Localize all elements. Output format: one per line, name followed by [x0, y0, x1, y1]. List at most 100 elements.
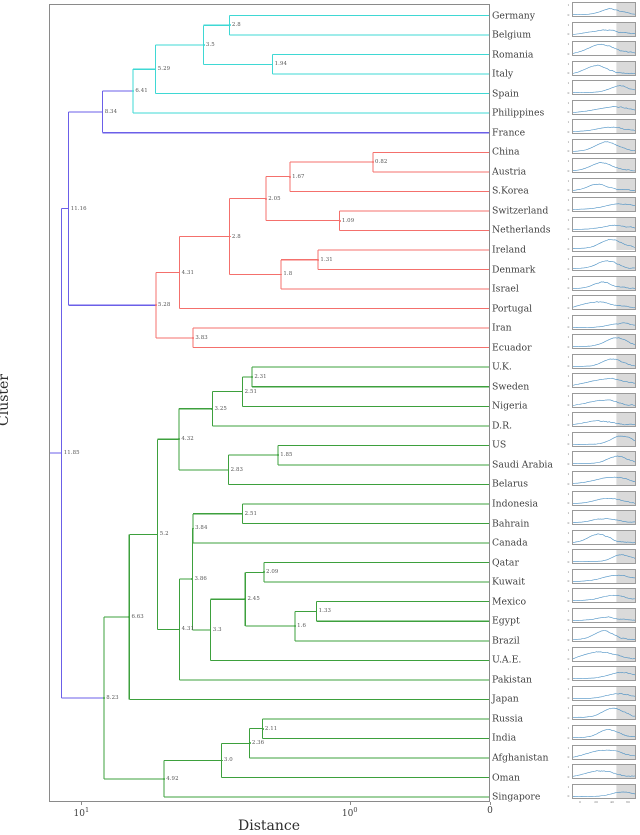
merge-node-marker: [241, 512, 244, 515]
sparkline-plot: [572, 744, 636, 760]
leaf-label: Oman: [492, 772, 520, 784]
sparkline-plot: [572, 2, 636, 18]
sparkline-y-tick: 0: [567, 247, 570, 252]
axis-left-spine: [49, 4, 50, 801]
merge-node-marker: [248, 742, 251, 745]
sparkline-y-tick: 0: [567, 305, 570, 310]
sparkline-plot: [572, 334, 636, 350]
sparkline-y-tick: 1: [567, 159, 570, 164]
merge-height-label: 1.09: [341, 217, 355, 224]
leaf-label: Ecuador: [492, 342, 532, 354]
leaf-label: Denmark: [492, 264, 536, 276]
sparkline-y-tick: 0: [567, 676, 570, 681]
sparkline-y-tick: 0: [567, 755, 570, 760]
leaf-label: Romania: [492, 49, 534, 61]
sparkline-y-tick: 1: [567, 315, 570, 320]
merge-node-marker: [67, 207, 70, 210]
sparkline-plot: [572, 216, 636, 232]
merge-height-label: 1.33: [318, 608, 332, 615]
sparkline-y-tick: 1: [567, 784, 570, 789]
sparkline-y-tick: 1: [567, 393, 570, 398]
leaf-label: Portugal: [492, 303, 533, 315]
leaf-label: Afghanistan: [492, 752, 549, 764]
merge-height-label: 4.92: [166, 775, 179, 782]
merge-node-marker: [261, 727, 264, 730]
merge-height-label: 2.8: [231, 233, 241, 240]
sparkline-column: 1 0 1 0 1 0 1 0 1 0 1 0 1 0 1 0 1 0 1 0 1 0 1 0 1 0 1 0 1 0 1 0 1 0 1 0 1 0 1 0…: [568, 2, 638, 808]
merge-node-marker: [191, 578, 194, 580]
sparkline-plot: [572, 353, 636, 369]
y-axis-label: Cluster: [0, 374, 12, 426]
merge-node-marker: [220, 759, 223, 762]
sparkline-y-tick: 0: [567, 559, 570, 564]
x-tick-label: 101: [73, 806, 90, 819]
leaf-label: Russia: [492, 713, 524, 725]
sparkline-y-tick: 1: [567, 413, 570, 418]
sparkline-y-tick: 1: [567, 335, 570, 340]
sparkline-y-tick: 0: [567, 110, 570, 115]
sparkline-y-tick: 1: [567, 198, 570, 203]
leaf-label: Egypt: [492, 615, 520, 627]
sparkline-y-tick: 1: [567, 452, 570, 457]
merge-height-label: 3.86: [194, 576, 207, 583]
sparkline-y-tick: 0: [567, 735, 570, 740]
sparkline-y-tick: 1: [567, 120, 570, 125]
x-tick-mark: [490, 802, 491, 805]
sparkline-y-tick: 1: [567, 42, 570, 47]
merge-height-label: 6.63: [131, 613, 144, 620]
sparkline-y-tick: 1: [567, 608, 570, 613]
leaf-label: France: [492, 127, 526, 139]
merge-height-label: 2.11: [264, 725, 278, 732]
sparkline-y-tick: 0: [567, 12, 570, 17]
merge-height-label: 8.34: [104, 108, 118, 115]
leaf-label: India: [492, 732, 517, 744]
merge-height-label: 2.51: [244, 388, 258, 395]
x-tick-mark: [349, 802, 351, 805]
leaf-label: China: [492, 146, 520, 158]
merge-height-label: 2.8: [231, 22, 241, 29]
sparkline-x-ticks: 0 20 40 60: [572, 800, 636, 808]
sparkline-y-tick: 0: [567, 794, 570, 799]
sparkline-plot: [572, 764, 636, 780]
merge-height-label: 4.31: [181, 626, 195, 633]
sparkline-y-tick: 0: [567, 501, 570, 506]
sparkline-y-tick: 1: [567, 3, 570, 7]
sparkline-y-tick: 0: [567, 579, 570, 584]
sparkline-y-tick: 0: [567, 188, 570, 193]
merge-node-marker: [101, 111, 104, 113]
merge-node-marker: [178, 438, 181, 441]
merge-node-marker: [280, 273, 283, 276]
sparkline-y-tick: 1: [567, 22, 570, 27]
merge-height-label: 1.67: [292, 173, 305, 180]
leaf-label: Mexico: [492, 596, 527, 608]
leaf-label: Canada: [492, 537, 528, 549]
sparkline-plot: [572, 431, 636, 447]
merge-node-marker: [209, 628, 212, 631]
sparkline-y-tick: 0: [567, 637, 570, 642]
sparkline-plot: [572, 412, 636, 428]
sparkline-plot: [572, 99, 636, 115]
merge-height-label: 2.83: [230, 466, 244, 473]
sparkline-y-tick: 0: [567, 422, 570, 427]
sparkline-y-tick: 1: [567, 217, 570, 222]
sparkline-plot: [572, 588, 636, 604]
sparkline-plot: [572, 685, 636, 701]
sparkline-plot: [572, 275, 636, 291]
merge-node-marker: [154, 68, 157, 71]
leaf-label: U.K.: [492, 361, 512, 373]
merge-node-marker: [178, 271, 181, 274]
leaf-label: Italy: [492, 68, 514, 80]
merge-height-label: 6.41: [135, 88, 148, 95]
sparkline-y-tick: 0: [567, 657, 570, 662]
merge-node-marker: [244, 598, 247, 601]
merge-node-marker: [277, 454, 279, 457]
sparkline-plot: [572, 666, 636, 682]
sparkline-y-tick: 0: [567, 90, 570, 95]
sparkline-y-tick: 0: [567, 618, 570, 623]
sparkline-y-tick: 0: [567, 149, 570, 154]
leaf-label: Austria: [492, 166, 527, 178]
merge-node-marker: [251, 376, 254, 378]
sparkline-y-tick: 1: [567, 647, 570, 652]
merge-height-label: 2.05: [268, 195, 281, 202]
